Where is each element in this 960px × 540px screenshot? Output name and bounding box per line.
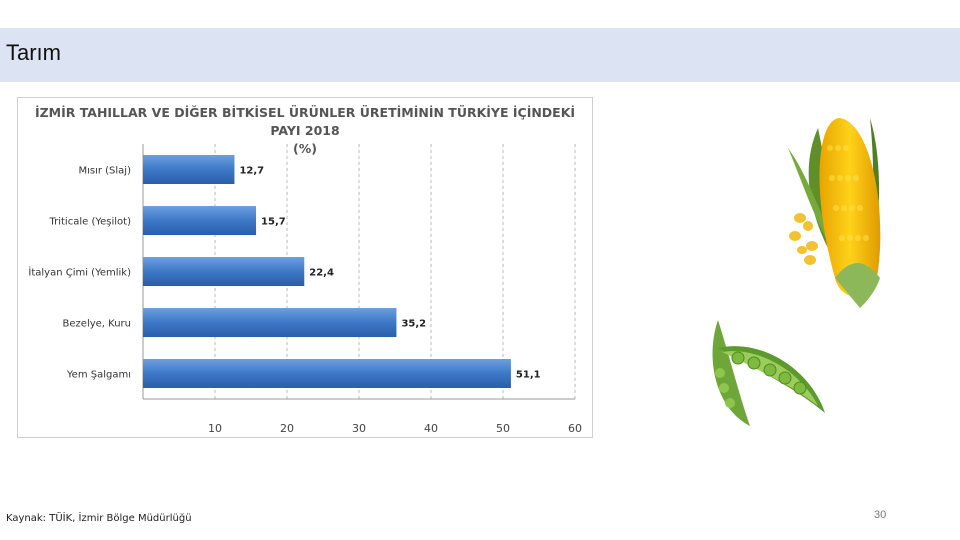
chart-title-line1: İZMİR TAHILLAR VE DİĞER BİTKİSEL ÜRÜNLER…: [34, 105, 576, 138]
slide-title: Tarım: [6, 40, 61, 65]
category-label: Bezelye, Kuru: [63, 319, 131, 330]
data-label: 51,1: [516, 370, 541, 381]
chart-container: İZMİR TAHILLAR VE DİĞER BİTKİSEL ÜRÜNLER…: [17, 97, 593, 438]
page-number: 30: [874, 509, 887, 521]
bar-chart: 10 20 30 40 50 60 Mısır (Slaj) 12,7 Triticale (Y…: [28, 144, 582, 435]
category-label: Triticale (Yeşilot): [48, 217, 131, 228]
bar: [143, 206, 257, 235]
data-label: 12,7: [239, 166, 264, 177]
category-label: Yem Şalgamı: [66, 370, 131, 381]
bar: [143, 308, 397, 337]
x-tick-label: 20: [280, 422, 294, 435]
source-note: Kaynak: TÜİK, İzmir Bölge Müdürlüğü: [6, 513, 192, 524]
chart-title: İZMİR TAHILLAR VE DİĞER BİTKİSEL ÜRÜNLER…: [18, 104, 592, 158]
corn-icon: [788, 118, 881, 308]
data-label: 15,7: [261, 217, 286, 228]
category-label: İtalyan Çimi (Yemlik): [28, 266, 131, 279]
data-label: 22,4: [309, 268, 334, 279]
bar: [143, 359, 511, 388]
x-tick-label: 50: [496, 422, 510, 435]
data-label: 35,2: [401, 319, 426, 330]
bar: [143, 155, 235, 184]
title-band: [0, 28, 960, 82]
bar: [143, 257, 305, 286]
pea-pod-icon: [712, 320, 825, 426]
chart-title-line2: (%): [293, 141, 317, 156]
x-tick-label: 60: [568, 422, 582, 435]
x-tick-label: 40: [424, 422, 438, 435]
category-label: Mısır (Slaj): [78, 166, 131, 177]
x-tick-label: 10: [208, 422, 222, 435]
x-tick-label: 30: [352, 422, 366, 435]
